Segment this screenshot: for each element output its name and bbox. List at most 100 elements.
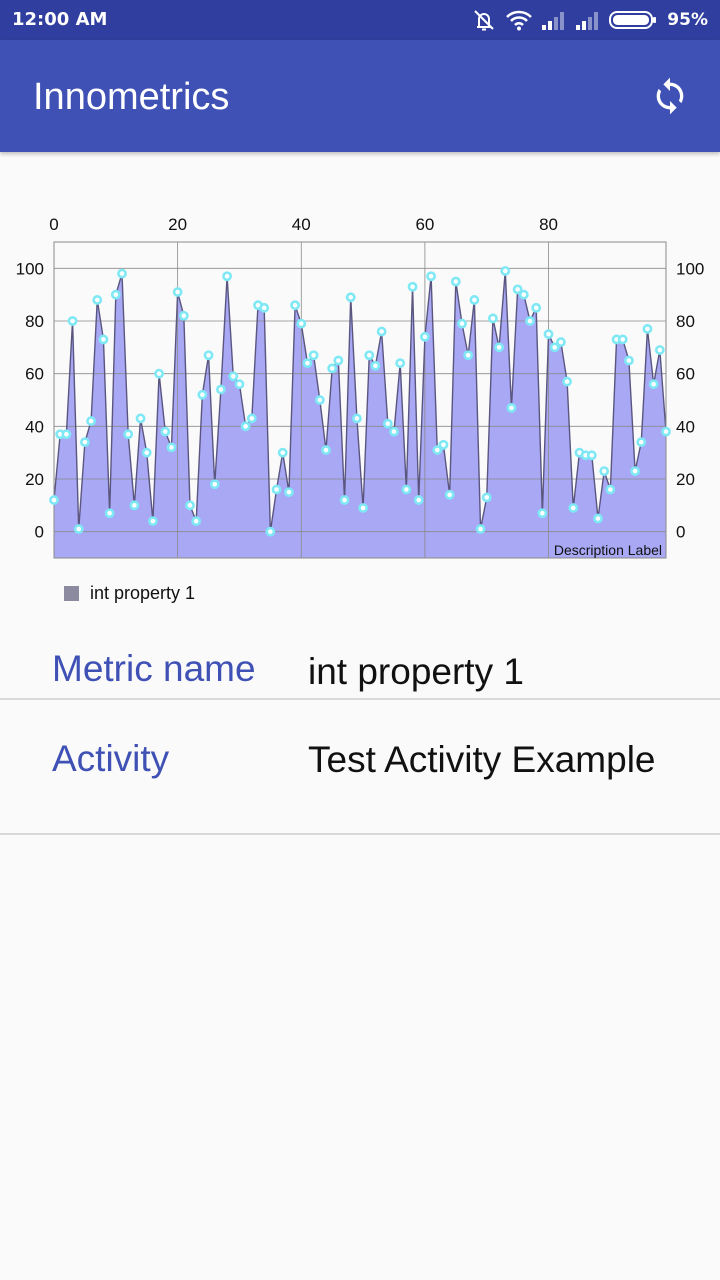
data-point [358, 503, 368, 513]
data-point [630, 466, 640, 476]
line-chart[interactable]: 0 20 40 60 80 0 0 20 20 40 40 60 60 80 80 100 100 Descrip… [0, 205, 720, 575]
x-tick-label: 60 [415, 215, 434, 234]
plot-border [53, 241, 667, 559]
refresh-button[interactable] [642, 70, 698, 126]
y-left-tick-label: 0 [35, 523, 44, 542]
data-point [648, 379, 659, 390]
data-point [284, 487, 294, 498]
data-point [549, 342, 560, 353]
data-point [617, 334, 628, 345]
data-point [73, 524, 84, 534]
data-point [308, 350, 319, 361]
data-point [382, 418, 393, 429]
data-point [562, 376, 572, 387]
data-point [654, 345, 665, 355]
data-point [129, 500, 140, 511]
data-point [92, 295, 103, 305]
activity-label: Activity [52, 738, 170, 779]
app-bar: Innometrics [0, 40, 720, 152]
data-point [457, 318, 467, 329]
data-point [593, 513, 603, 524]
data-point [154, 368, 164, 379]
data-point [259, 302, 270, 313]
data-point [172, 287, 183, 297]
data-point [228, 371, 239, 382]
data-point [506, 402, 517, 413]
data-point [370, 360, 381, 371]
data-point [376, 326, 387, 337]
data-point [191, 516, 202, 527]
data-point [327, 363, 338, 374]
x-tick-label: 40 [292, 215, 311, 234]
signal-icon [575, 10, 601, 30]
data-point [463, 350, 474, 361]
data-point [432, 445, 443, 455]
y-right-tick-label: 100 [676, 259, 704, 278]
y-right-tick-label: 20 [676, 470, 695, 489]
data-point [80, 437, 90, 448]
y-left-tick-label: 100 [16, 259, 44, 278]
data-point [49, 495, 59, 505]
x-tick-label: 0 [49, 215, 58, 234]
x-tick-label: 80 [539, 215, 558, 234]
data-point [265, 526, 276, 537]
data-point [209, 479, 220, 490]
data-point [98, 334, 109, 345]
metric-name-value: int property 1 [308, 651, 524, 692]
data-point [234, 379, 245, 390]
data-point [290, 300, 300, 311]
legend-swatch [64, 585, 79, 601]
y-right-tick-label: 0 [676, 523, 685, 542]
data-point [203, 350, 214, 361]
data-point [494, 342, 504, 353]
alarm-muted-icon [471, 8, 497, 32]
data-point [277, 447, 288, 458]
data-point [185, 500, 195, 511]
activity-row: Activity Test Activity Example [0, 700, 720, 835]
activity-value: Test Activity Example [308, 739, 656, 780]
metric-name-row: Metric name int property 1 [0, 634, 720, 700]
data-point [296, 318, 307, 329]
data-point [488, 313, 498, 324]
status-bar: 12:00 AM [0, 0, 720, 40]
data-point [160, 426, 171, 437]
data-point [222, 271, 232, 282]
data-point [556, 337, 566, 347]
data-point [352, 413, 362, 424]
battery-percent: 95% [667, 10, 708, 30]
data-point [86, 416, 96, 426]
data-point [302, 358, 313, 369]
data-point [333, 355, 344, 366]
chart-legend: int property 1 [64, 582, 195, 604]
data-point [345, 292, 356, 303]
data-point [605, 484, 616, 495]
data-point [518, 289, 529, 300]
data-point [135, 413, 146, 424]
data-point [395, 358, 406, 369]
data-point [543, 329, 554, 340]
data-point [531, 302, 542, 313]
data-point [500, 266, 511, 276]
data-point [444, 489, 455, 500]
status-time: 12:00 AM [12, 9, 108, 30]
status-icons: 95% [471, 0, 708, 40]
data-point [413, 495, 424, 505]
wifi-icon [505, 9, 533, 31]
data-point [166, 442, 177, 453]
y-right-tick-label: 80 [676, 312, 695, 331]
data-point [481, 492, 492, 503]
data-point [537, 508, 548, 519]
y-right-tick-label: 40 [676, 417, 695, 436]
chart-description-label: Description Label [554, 542, 662, 558]
data-point [117, 268, 127, 279]
data-point [67, 316, 78, 326]
data-point [246, 413, 257, 424]
data-point [389, 426, 399, 437]
app-title: Innometrics [33, 76, 230, 118]
battery-icon [609, 10, 657, 30]
data-point [599, 466, 610, 476]
data-point [364, 350, 375, 361]
data-point [469, 295, 480, 305]
series-line [53, 270, 667, 532]
data-point [568, 503, 579, 513]
